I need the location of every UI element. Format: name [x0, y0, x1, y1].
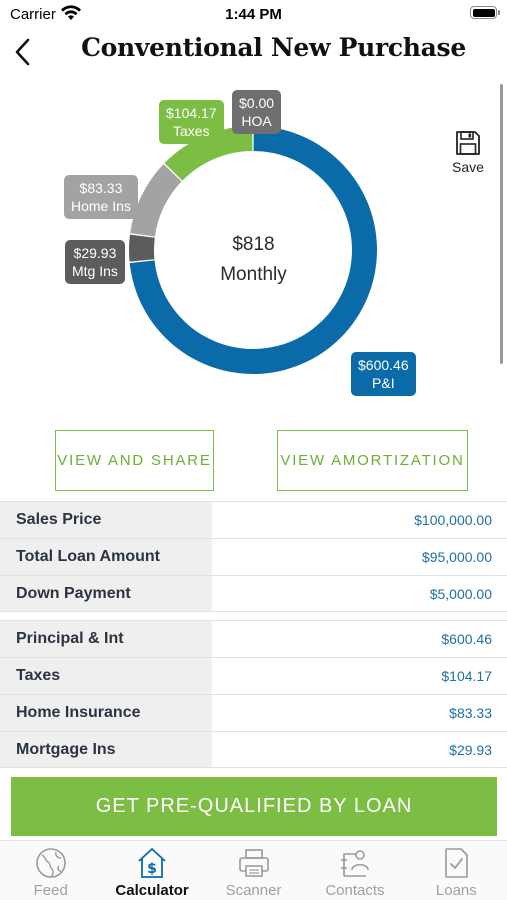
slice-label-mtg-ins: $29.93 Mtg Ins	[65, 240, 125, 284]
slice-label-hoa: $0.00 HOA	[232, 90, 282, 134]
status-bar: Carrier 1:44 PM	[0, 0, 507, 28]
table-row: Mortgage Ins $29.93	[0, 731, 507, 768]
slice-name-mtg-ins: Mtg Ins	[72, 263, 118, 279]
row-value: $600.46	[441, 631, 492, 647]
table-row: Down Payment $5,000.00	[0, 575, 507, 612]
loan-details-table: Sales Price $100,000.00 Total Loan Amoun…	[0, 501, 507, 612]
slice-label-taxes: $104.17 Taxes	[159, 100, 224, 144]
table-row: Sales Price $100,000.00	[0, 501, 507, 538]
donut-slice-mtg-ins	[128, 234, 155, 262]
document-check-icon	[445, 848, 469, 878]
row-label: Home Insurance	[0, 695, 212, 731]
tab-label: Contacts	[325, 882, 385, 899]
house-dollar-icon: $	[138, 848, 166, 878]
tab-label: Loans	[435, 882, 477, 899]
slice-name-hoa: HOA	[241, 113, 272, 129]
row-value: $95,000.00	[421, 549, 492, 565]
row-label: Principal & Int	[0, 621, 212, 657]
tab-feed[interactable]: Feed	[0, 841, 101, 900]
row-value: $29.93	[449, 741, 492, 758]
clock: 1:44 PM	[225, 6, 282, 23]
get-pre-qualified-button[interactable]: GET PRE-QUALIFIED BY LOAN	[11, 777, 497, 836]
view-and-share-button[interactable]: VIEW AND SHARE	[55, 430, 214, 491]
tab-label: Feed	[33, 882, 68, 899]
row-label: Down Payment	[0, 576, 212, 611]
monthly-total: $818	[232, 234, 275, 255]
tab-scanner[interactable]: Scanner	[203, 841, 304, 900]
row-value: $104.17	[441, 668, 492, 684]
battery-icon	[470, 6, 500, 19]
save-label: Save	[452, 159, 484, 175]
globe-icon	[35, 848, 66, 878]
slice-name-pi: P&I	[372, 375, 395, 391]
tab-label: Calculator	[115, 882, 189, 899]
scroll-indicator[interactable]	[500, 84, 503, 364]
slice-value-mtg-ins: $29.93	[73, 245, 117, 261]
row-value: $5,000.00	[429, 585, 492, 602]
carrier-label: Carrier	[10, 6, 56, 23]
table-row: Principal & Int $600.46	[0, 620, 507, 657]
payment-details-table: Principal & Int $600.46 Taxes $104.17 Ho…	[0, 620, 507, 768]
row-label: Mortgage Ins	[0, 732, 212, 767]
slice-label-pi: $600.46 P&I	[351, 352, 416, 396]
table-row: Home Insurance $83.33	[0, 694, 507, 731]
row-value: $100,000.00	[414, 512, 492, 528]
slice-value-pi: $600.46	[358, 357, 409, 373]
wifi-icon	[61, 5, 81, 20]
view-amortization-button[interactable]: VIEW AMORTIZATION	[277, 430, 468, 491]
slice-name-home-ins: Home Ins	[71, 198, 131, 214]
donut-slice-taxes	[164, 126, 253, 181]
printer-icon	[238, 849, 269, 877]
svg-text:$: $	[147, 861, 157, 877]
tab-contacts[interactable]: Contacts	[304, 841, 405, 900]
chevron-left-icon[interactable]	[12, 36, 34, 68]
slice-name-taxes: Taxes	[173, 123, 210, 139]
row-value: $83.33	[449, 705, 492, 721]
row-label: Sales Price	[0, 502, 212, 538]
tab-bar: Feed $ Calculator Scanner Contacts	[0, 840, 507, 900]
save-button[interactable]: Save	[448, 130, 488, 175]
row-label: Total Loan Amount	[0, 539, 212, 575]
tab-label: Scanner	[225, 882, 282, 899]
table-row: Total Loan Amount $95,000.00	[0, 538, 507, 575]
payment-donut-chart	[128, 126, 377, 374]
table-row: Taxes $104.17	[0, 657, 507, 694]
tab-calculator[interactable]: $ Calculator	[101, 841, 202, 900]
tab-loans[interactable]: Loans	[406, 841, 507, 900]
monthly-label: Monthly	[220, 264, 287, 285]
floppy-disk-icon	[456, 131, 480, 155]
page-title: Conventional New Purchase	[81, 33, 466, 62]
slice-value-hoa: $0.00	[239, 95, 275, 111]
slice-label-home-ins: $83.33 Home Ins	[64, 175, 138, 219]
slice-value-taxes: $104.17	[166, 105, 217, 121]
row-label: Taxes	[0, 658, 212, 694]
slice-value-home-ins: $83.33	[79, 180, 123, 196]
donut-slice-home-ins	[130, 164, 182, 237]
contacts-icon	[340, 850, 369, 877]
